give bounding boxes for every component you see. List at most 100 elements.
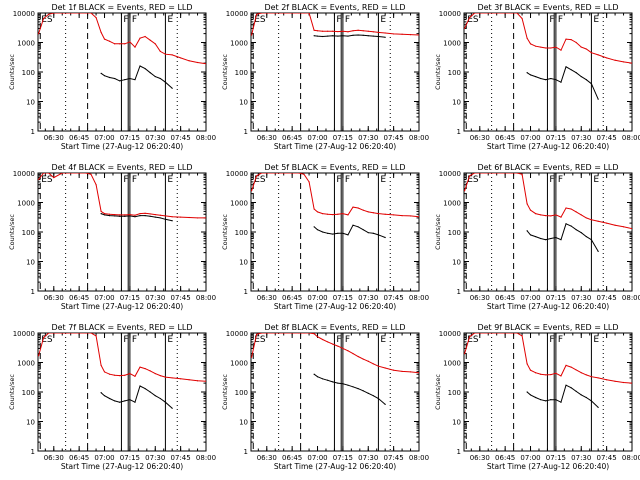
y-axis-label: Counts/sec [221, 54, 229, 90]
lld-data-point [511, 173, 513, 174]
events-data-point [114, 77, 116, 80]
events-data-point [560, 239, 562, 241]
events-data-point [347, 384, 349, 386]
lld-data-point [521, 17, 523, 20]
marker-label: F [123, 15, 128, 25]
x-tick-label: 07:00 [307, 134, 327, 142]
events-data-point [114, 215, 116, 217]
lld-data-point [511, 13, 513, 14]
lld-data-point [134, 46, 136, 48]
events-data-point [545, 79, 547, 81]
x-tick-label: 07:15 [546, 294, 566, 302]
x-tick-label: 07:30 [571, 454, 591, 462]
lld-data-point [164, 215, 167, 217]
x-tick-label: 06:45 [282, 294, 302, 302]
events-data-point [134, 216, 136, 218]
y-tick-label: 1000 [17, 360, 35, 368]
lld-data-point [78, 333, 80, 334]
y-tick-label: 10000 [226, 170, 248, 178]
lld-data-point [266, 13, 268, 14]
lld-data-point [316, 336, 319, 338]
x-tick-label: 06:30 [257, 134, 277, 142]
lld-data-point [504, 333, 506, 334]
y-tick-label: 10 [452, 419, 461, 427]
lld-data-point [298, 13, 300, 14]
lld-series-line [464, 13, 632, 64]
x-tick-label: 07:45 [384, 134, 404, 142]
lld-data-point [487, 333, 489, 334]
lld-data-point [171, 377, 173, 379]
x-tick-label: 06:30 [44, 454, 64, 462]
lld-data-point [555, 46, 557, 48]
x-tick-label: 07:45 [171, 134, 191, 142]
lld-data-point [631, 228, 632, 230]
lld-data-point [159, 214, 161, 216]
marker-lines [39, 13, 178, 131]
events-series-line [526, 66, 599, 100]
panel-title: Det 6f BLACK = Events, RED = LLD [477, 163, 618, 172]
events-data-point [526, 72, 528, 74]
lld-data-point [90, 173, 92, 175]
x-tick-label: 07:00 [94, 134, 114, 142]
series-group [251, 13, 419, 38]
x-tick-label: 07:45 [171, 454, 191, 462]
y-tick-label: 1000 [230, 200, 248, 208]
events-data-point [327, 379, 329, 381]
lld-data-point [362, 209, 364, 211]
lld-data-point [144, 212, 146, 214]
lld-data-point [70, 173, 72, 174]
events-data-point [352, 34, 354, 36]
lld-data-point [585, 48, 587, 50]
events-data-point [144, 68, 146, 70]
events-data-point [585, 396, 587, 399]
events-data-point [316, 229, 319, 231]
lld-data-point [95, 335, 97, 337]
events-data-point [534, 396, 537, 399]
marker-lines [465, 333, 604, 451]
lld-data-point [352, 353, 354, 355]
lld-series-line [38, 173, 206, 219]
events-data-point [119, 401, 121, 403]
marker-label: F [558, 335, 563, 345]
lld-data-point [393, 214, 395, 216]
lld-data-point [43, 336, 45, 339]
lld-data-point [622, 61, 625, 63]
lld-data-point [504, 13, 506, 14]
lld-data-point [606, 57, 608, 59]
lld-data-point [308, 13, 310, 14]
lld-data-point [139, 366, 141, 368]
events-data-point [550, 77, 552, 80]
lld-data-point [560, 375, 562, 377]
lld-data-point [139, 37, 141, 39]
lld-data-point [377, 213, 380, 215]
lld-series-line [251, 173, 419, 218]
events-data-point [575, 229, 577, 231]
events-data-point [337, 232, 339, 234]
detector-panel-2: Det 2f BLACK = Events, RED = LLD 1 10 100 10… [221, 3, 429, 151]
y-tick-label: 100 [235, 389, 248, 397]
lld-data-point [149, 213, 151, 215]
panel-title: Det 4f BLACK = Events, RED = LLD [51, 163, 192, 172]
lld-data-point [622, 226, 625, 228]
marker-label: ES [467, 335, 479, 345]
x-tick-label: 07:00 [307, 454, 327, 462]
y-tick-label: 1000 [17, 40, 35, 48]
x-tick-label: 07:15 [333, 134, 353, 142]
events-data-point [367, 232, 369, 234]
series-group [38, 173, 206, 222]
events-data-point [384, 36, 386, 38]
x-tick-label: 07:00 [307, 294, 327, 302]
lld-data-point [316, 211, 319, 213]
events-data-point [597, 406, 599, 409]
marker-label: E [380, 175, 386, 185]
detector-panel-8: Det 8f BLACK = Events, RED = LLD 1 10 100 10… [221, 323, 429, 471]
events-data-point [313, 226, 315, 228]
lld-data-point [511, 333, 513, 334]
series-group [38, 333, 206, 409]
lld-data-point [266, 173, 268, 174]
events-data-point [159, 217, 161, 219]
marker-label: F [336, 175, 341, 185]
lld-data-point [622, 381, 625, 384]
lld-series-line [464, 173, 632, 230]
x-tick-label: 07:30 [145, 134, 165, 142]
